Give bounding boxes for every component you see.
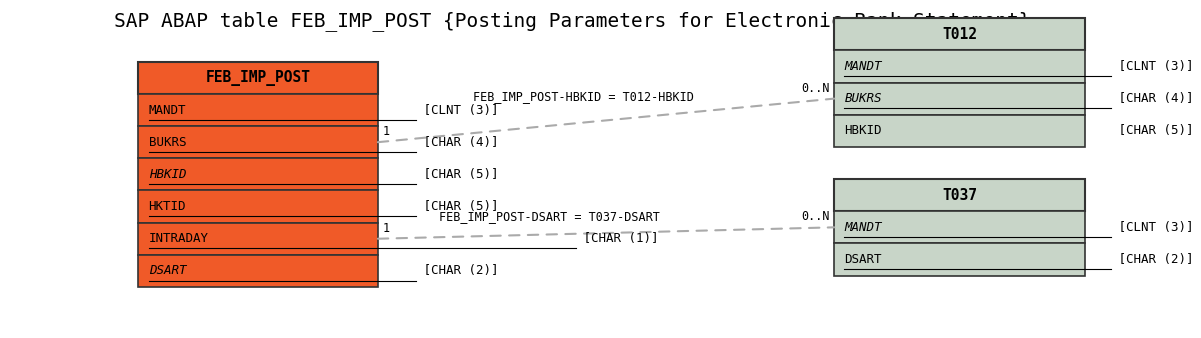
Text: DSART: DSART bbox=[844, 253, 882, 266]
Text: [CHAR (5)]: [CHAR (5)] bbox=[1111, 124, 1194, 137]
Text: [CHAR (2)]: [CHAR (2)] bbox=[416, 264, 498, 277]
Text: MANDT: MANDT bbox=[149, 103, 186, 117]
FancyBboxPatch shape bbox=[835, 18, 1086, 50]
FancyBboxPatch shape bbox=[138, 255, 378, 287]
FancyBboxPatch shape bbox=[138, 94, 378, 126]
FancyBboxPatch shape bbox=[138, 158, 378, 190]
Text: T037: T037 bbox=[943, 188, 978, 203]
Text: T012: T012 bbox=[943, 27, 978, 42]
Text: 1: 1 bbox=[382, 222, 389, 235]
Text: FEB_IMP_POST-DSART = T037-DSART: FEB_IMP_POST-DSART = T037-DSART bbox=[438, 210, 659, 223]
FancyBboxPatch shape bbox=[138, 190, 378, 223]
FancyBboxPatch shape bbox=[138, 223, 378, 255]
Text: FEB_IMP_POST: FEB_IMP_POST bbox=[205, 70, 311, 86]
Text: FEB_IMP_POST-HBKID = T012-HBKID: FEB_IMP_POST-HBKID = T012-HBKID bbox=[473, 91, 694, 103]
FancyBboxPatch shape bbox=[835, 243, 1086, 275]
Text: [CLNT (3)]: [CLNT (3)] bbox=[1111, 60, 1194, 73]
FancyBboxPatch shape bbox=[835, 50, 1086, 82]
Text: 1: 1 bbox=[382, 125, 389, 138]
Text: [CHAR (4)]: [CHAR (4)] bbox=[1111, 92, 1194, 105]
Text: INTRADAY: INTRADAY bbox=[149, 232, 209, 245]
FancyBboxPatch shape bbox=[138, 126, 378, 158]
Text: SAP ABAP table FEB_IMP_POST {Posting Parameters for Electronic Bank Statement}: SAP ABAP table FEB_IMP_POST {Posting Par… bbox=[114, 11, 1030, 31]
Text: [CLNT (3)]: [CLNT (3)] bbox=[1111, 221, 1194, 234]
FancyBboxPatch shape bbox=[835, 115, 1086, 147]
Text: [CHAR (5)]: [CHAR (5)] bbox=[416, 168, 498, 181]
Text: MANDT: MANDT bbox=[844, 221, 882, 234]
FancyBboxPatch shape bbox=[138, 62, 378, 94]
Text: BUKRS: BUKRS bbox=[149, 136, 186, 149]
Text: BUKRS: BUKRS bbox=[844, 92, 882, 105]
Text: HKTID: HKTID bbox=[149, 200, 186, 213]
Text: HBKID: HBKID bbox=[149, 168, 186, 181]
Text: [CHAR (2)]: [CHAR (2)] bbox=[1111, 253, 1194, 266]
Text: 0..N: 0..N bbox=[801, 210, 830, 223]
Text: [CHAR (4)]: [CHAR (4)] bbox=[416, 136, 498, 149]
Text: [CHAR (1)]: [CHAR (1)] bbox=[575, 232, 658, 245]
FancyBboxPatch shape bbox=[835, 211, 1086, 243]
FancyBboxPatch shape bbox=[835, 179, 1086, 211]
Text: [CHAR (5)]: [CHAR (5)] bbox=[416, 200, 498, 213]
Text: DSART: DSART bbox=[149, 264, 186, 277]
FancyBboxPatch shape bbox=[835, 82, 1086, 115]
Text: HBKID: HBKID bbox=[844, 124, 882, 137]
Text: MANDT: MANDT bbox=[844, 60, 882, 73]
Text: [CLNT (3)]: [CLNT (3)] bbox=[416, 103, 498, 117]
Text: 0..N: 0..N bbox=[801, 81, 830, 95]
